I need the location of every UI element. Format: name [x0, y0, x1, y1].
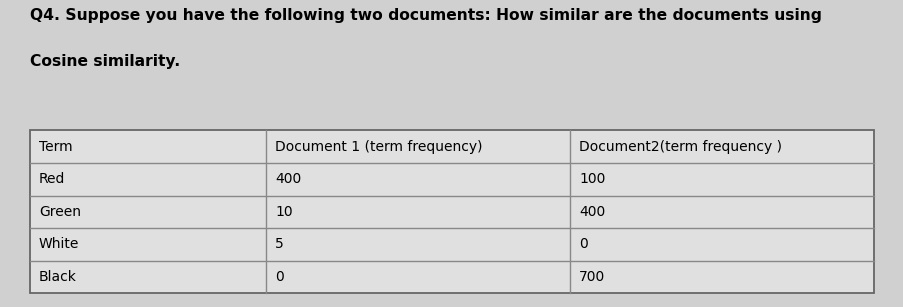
Text: White: White: [39, 237, 79, 251]
Text: 5: 5: [275, 237, 284, 251]
Text: 0: 0: [579, 237, 587, 251]
Text: Document 1 (term frequency): Document 1 (term frequency): [275, 140, 482, 154]
Text: Q4. Suppose you have the following two documents: How similar are the documents : Q4. Suppose you have the following two d…: [30, 8, 821, 23]
Text: 10: 10: [275, 205, 293, 219]
Text: Cosine similarity.: Cosine similarity.: [30, 54, 180, 69]
Text: Green: Green: [39, 205, 80, 219]
Text: 100: 100: [579, 172, 605, 186]
Text: 400: 400: [579, 205, 605, 219]
Text: 0: 0: [275, 270, 284, 284]
Bar: [30, 130, 873, 293]
Text: 700: 700: [579, 270, 605, 284]
Bar: [30, 130, 873, 293]
Text: Term: Term: [39, 140, 72, 154]
Text: 400: 400: [275, 172, 302, 186]
Text: Black: Black: [39, 270, 77, 284]
Text: Red: Red: [39, 172, 65, 186]
Text: Document2(term frequency ): Document2(term frequency ): [579, 140, 781, 154]
